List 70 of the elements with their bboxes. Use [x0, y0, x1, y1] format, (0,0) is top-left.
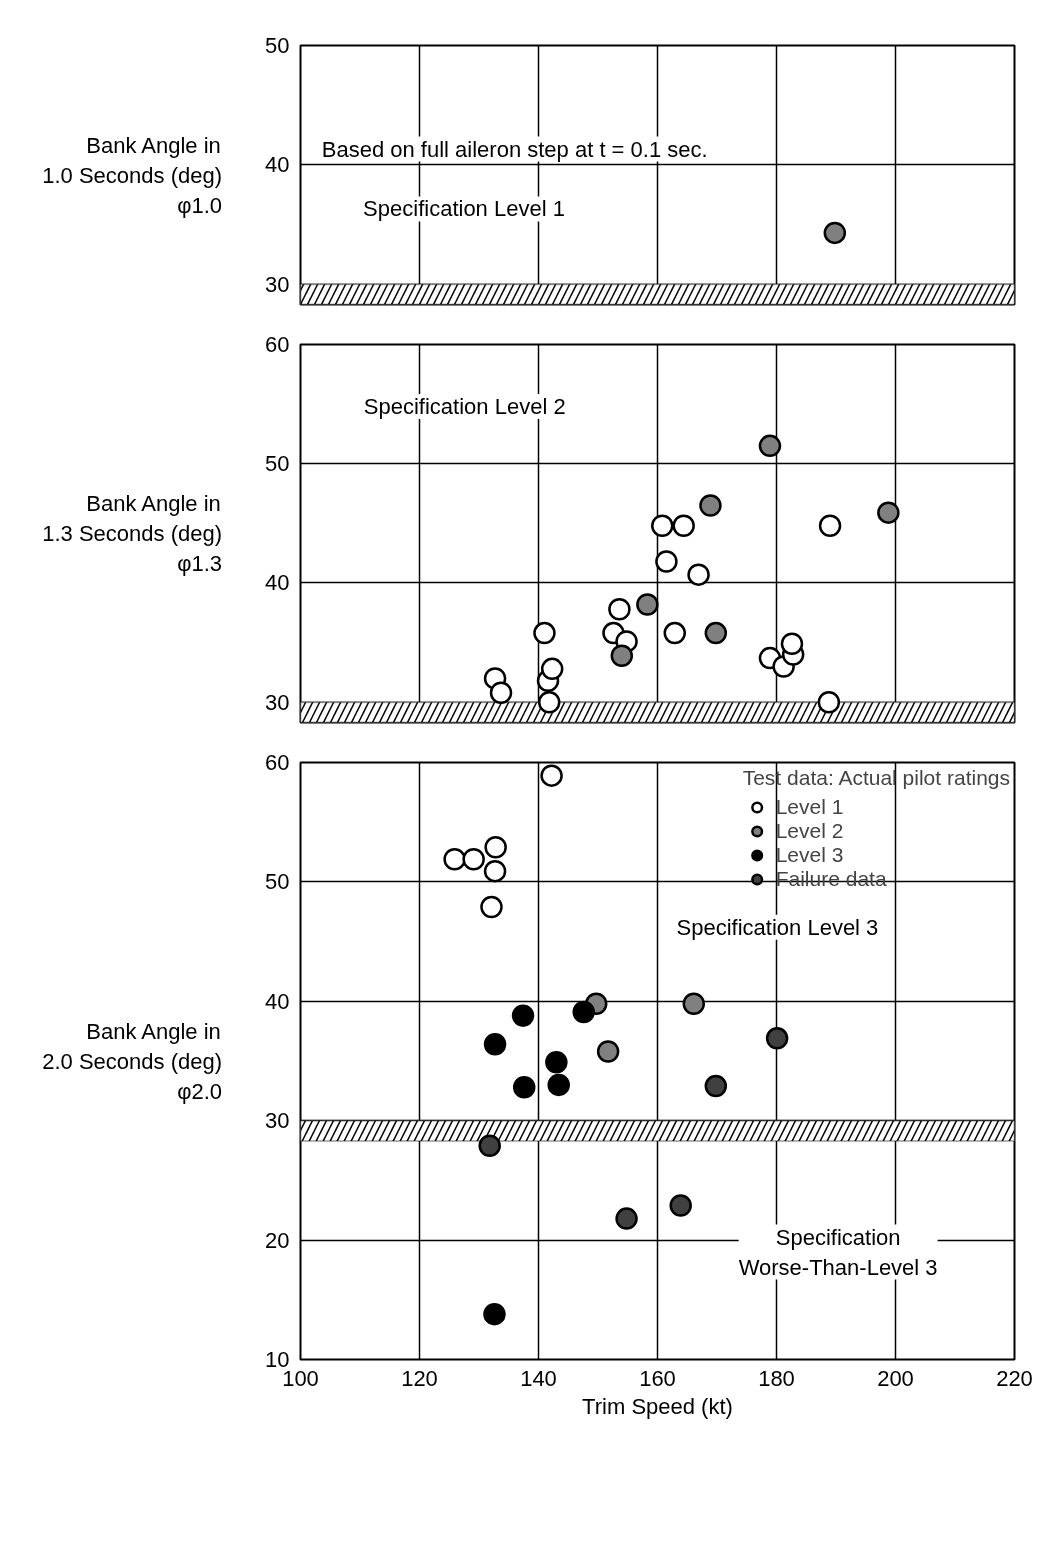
- point: [615, 1207, 638, 1230]
- legend-label: Level 3: [775, 843, 844, 867]
- point: [540, 764, 563, 787]
- annotation: Based on full aileron step at t = 0.1 sec.: [321, 136, 708, 162]
- point: [672, 514, 695, 537]
- annotation: Specification Level 1: [363, 196, 565, 222]
- y-tick-label: 60: [265, 332, 290, 357]
- y-tick-label: 40: [265, 570, 290, 596]
- x-tick-label: 140: [520, 1365, 557, 1391]
- y-tick-label: 60: [265, 750, 290, 775]
- annotation: Specification Level 2: [363, 393, 566, 419]
- point: [817, 691, 841, 714]
- y-tick-label: 20: [265, 1227, 290, 1253]
- point: [608, 597, 631, 621]
- point: [480, 895, 503, 919]
- y-axis-title: Bank Angle in 2.0 Seconds (deg) φ2.0: [42, 1018, 223, 1104]
- point: [537, 691, 561, 714]
- point: [572, 1000, 595, 1024]
- x-tick-label: 180: [758, 1365, 795, 1391]
- point: [877, 501, 900, 524]
- point: [699, 494, 722, 517]
- point: [540, 657, 564, 681]
- point: [682, 992, 706, 1015]
- point: [758, 434, 782, 458]
- x-tick-label: 200: [877, 1365, 914, 1391]
- legend-label: Level 1: [775, 795, 844, 819]
- point: [478, 1134, 501, 1157]
- y-axis-title: Bank Angle in 1.0 Seconds (deg) φ1.0: [42, 132, 223, 218]
- annotation: Specification Level 3: [676, 914, 879, 940]
- point: [780, 632, 804, 656]
- x-tick-label: 160: [639, 1365, 676, 1391]
- point: [462, 847, 485, 871]
- point: [651, 514, 674, 537]
- legend-label: Level 2: [775, 819, 844, 843]
- point: [704, 1074, 728, 1098]
- point: [483, 1302, 506, 1326]
- point: [687, 563, 710, 586]
- x-tick-label: 120: [401, 1365, 438, 1391]
- point: [512, 1076, 536, 1099]
- y-tick-label: 50: [265, 451, 290, 477]
- point: [547, 1073, 570, 1097]
- point: [483, 859, 507, 883]
- point: [663, 621, 687, 645]
- y-tick-label: 50: [265, 869, 290, 895]
- annotation: Specification Worse-Than-Level 3: [738, 1224, 938, 1280]
- y-tick-label: 30: [265, 271, 290, 297]
- point: [655, 550, 678, 573]
- point: [489, 681, 513, 704]
- y-tick-label: 30: [265, 689, 290, 715]
- y-tick-label: 40: [265, 152, 290, 178]
- point: [443, 847, 466, 871]
- point: [704, 621, 728, 645]
- x-axis-title: Trim Speed (kt): [582, 1393, 733, 1419]
- y-tick-label: 40: [265, 988, 290, 1014]
- y-tick-label: 50: [265, 33, 290, 58]
- point: [483, 1033, 507, 1056]
- y-tick-label: 30: [265, 1108, 290, 1134]
- x-tick-label: 220: [996, 1365, 1033, 1391]
- point: [533, 621, 556, 645]
- point: [669, 1194, 692, 1217]
- point: [818, 514, 842, 537]
- y-tick-label: 10: [265, 1347, 290, 1372]
- y-axis-title: Bank Angle in 1.3 Seconds (deg) φ1.3: [42, 491, 223, 576]
- point: [765, 1027, 789, 1050]
- point: [610, 644, 634, 667]
- point: [636, 593, 659, 616]
- point: [484, 836, 507, 859]
- point: [545, 1050, 568, 1074]
- point: [596, 1040, 620, 1063]
- point: [511, 1004, 535, 1027]
